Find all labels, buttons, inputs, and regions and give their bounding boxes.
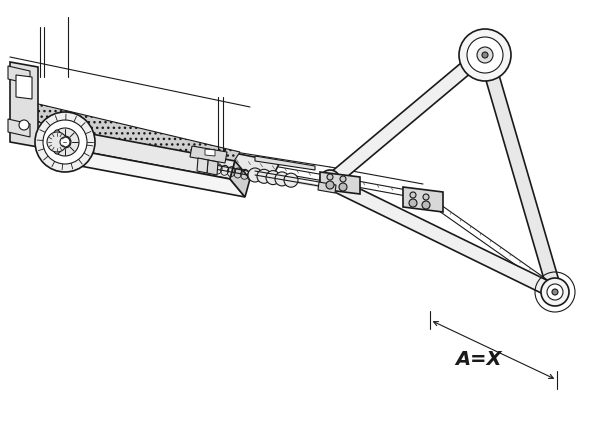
Circle shape bbox=[339, 183, 347, 191]
Polygon shape bbox=[255, 156, 315, 170]
Circle shape bbox=[477, 47, 493, 63]
Circle shape bbox=[275, 172, 289, 186]
Circle shape bbox=[19, 120, 29, 130]
Polygon shape bbox=[60, 129, 235, 179]
Circle shape bbox=[340, 176, 346, 182]
Circle shape bbox=[59, 136, 71, 148]
Polygon shape bbox=[8, 66, 30, 84]
Polygon shape bbox=[230, 161, 250, 197]
Polygon shape bbox=[205, 149, 215, 156]
Polygon shape bbox=[15, 112, 280, 182]
Circle shape bbox=[482, 52, 488, 58]
Ellipse shape bbox=[52, 130, 62, 154]
Circle shape bbox=[422, 201, 430, 209]
Circle shape bbox=[410, 192, 416, 198]
Polygon shape bbox=[207, 160, 218, 175]
Circle shape bbox=[284, 173, 298, 187]
Circle shape bbox=[459, 29, 511, 81]
Polygon shape bbox=[60, 147, 245, 197]
Polygon shape bbox=[8, 119, 30, 137]
Circle shape bbox=[326, 181, 334, 189]
Polygon shape bbox=[25, 102, 240, 167]
Polygon shape bbox=[10, 62, 38, 147]
Circle shape bbox=[541, 278, 569, 306]
Circle shape bbox=[266, 170, 280, 184]
Polygon shape bbox=[190, 146, 227, 163]
Circle shape bbox=[60, 137, 70, 147]
Circle shape bbox=[43, 120, 87, 164]
Circle shape bbox=[248, 168, 262, 182]
Polygon shape bbox=[327, 176, 558, 298]
Circle shape bbox=[409, 199, 417, 207]
Circle shape bbox=[467, 37, 503, 73]
Circle shape bbox=[257, 169, 271, 183]
Circle shape bbox=[552, 289, 558, 295]
Text: A=X: A=X bbox=[455, 350, 502, 369]
Polygon shape bbox=[318, 182, 336, 193]
Circle shape bbox=[325, 175, 335, 185]
Circle shape bbox=[320, 170, 340, 190]
Polygon shape bbox=[478, 50, 562, 294]
Circle shape bbox=[547, 284, 563, 300]
Circle shape bbox=[327, 174, 333, 180]
Polygon shape bbox=[326, 47, 490, 187]
Polygon shape bbox=[403, 187, 443, 212]
Circle shape bbox=[47, 132, 67, 152]
Polygon shape bbox=[197, 158, 208, 173]
Polygon shape bbox=[320, 172, 360, 194]
Polygon shape bbox=[16, 75, 32, 99]
Circle shape bbox=[423, 194, 429, 200]
Circle shape bbox=[35, 112, 95, 172]
Circle shape bbox=[51, 128, 79, 156]
